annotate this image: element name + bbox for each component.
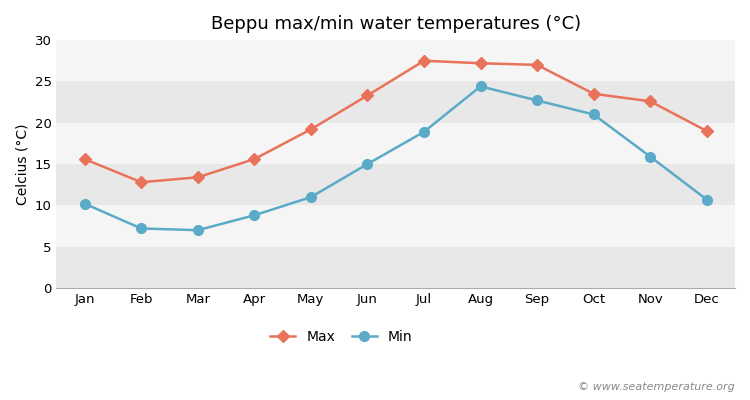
Min <box>250 213 259 218</box>
Y-axis label: Celcius (°C): Celcius (°C) <box>15 123 29 205</box>
Max <box>590 92 598 96</box>
Max <box>419 58 428 63</box>
Max <box>80 157 89 162</box>
Max <box>646 99 655 104</box>
Min <box>646 154 655 159</box>
Max <box>136 180 146 185</box>
Legend: Max, Min: Max, Min <box>265 325 419 350</box>
Max <box>307 127 316 132</box>
Title: Beppu max/min water temperatures (°C): Beppu max/min water temperatures (°C) <box>211 15 580 33</box>
Min <box>702 197 711 202</box>
Bar <box>56 123 735 164</box>
Line: Min: Min <box>80 82 712 235</box>
Max <box>532 62 542 67</box>
Min <box>532 98 542 103</box>
Min <box>307 195 316 200</box>
Max <box>250 157 259 162</box>
Bar <box>56 164 735 205</box>
Min <box>476 84 485 89</box>
Bar <box>56 247 735 288</box>
Bar <box>56 40 735 82</box>
Min <box>590 112 598 117</box>
Max <box>476 61 485 66</box>
Max <box>363 93 372 98</box>
Min <box>194 228 202 232</box>
Min <box>419 130 428 134</box>
Text: © www.seatemperature.org: © www.seatemperature.org <box>578 382 735 392</box>
Line: Max: Max <box>80 57 711 186</box>
Bar <box>56 205 735 247</box>
Min <box>363 162 372 166</box>
Max <box>194 175 202 180</box>
Min <box>136 226 146 231</box>
Bar <box>56 82 735 123</box>
Max <box>702 128 711 133</box>
Min <box>80 201 89 206</box>
